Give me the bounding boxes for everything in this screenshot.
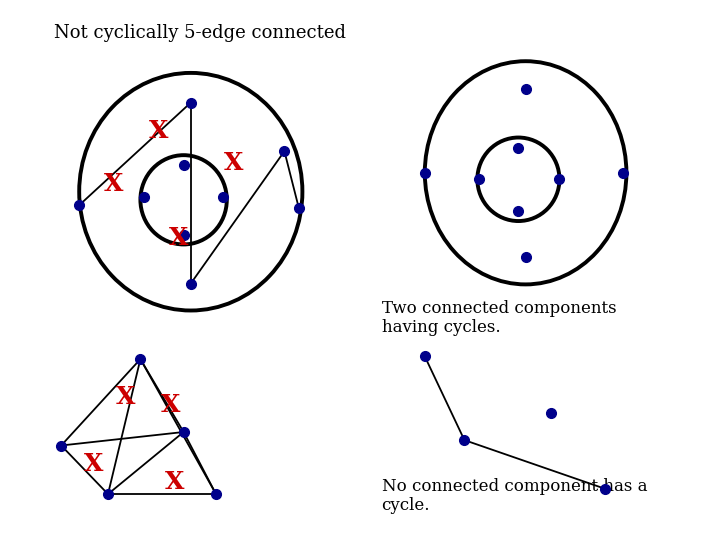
Text: X: X bbox=[165, 470, 185, 494]
Text: Two connected components
having cycles.: Two connected components having cycles. bbox=[382, 300, 616, 336]
Text: X: X bbox=[224, 151, 244, 175]
Text: X: X bbox=[161, 393, 181, 417]
Text: X: X bbox=[84, 453, 104, 476]
Text: X: X bbox=[104, 172, 124, 195]
Text: Not cyclically 5-edge connected: Not cyclically 5-edge connected bbox=[54, 24, 346, 42]
Text: No connected component has a
cycle.: No connected component has a cycle. bbox=[382, 478, 647, 515]
Text: X: X bbox=[168, 226, 189, 249]
Text: X: X bbox=[116, 385, 136, 409]
Text: X: X bbox=[148, 119, 168, 143]
